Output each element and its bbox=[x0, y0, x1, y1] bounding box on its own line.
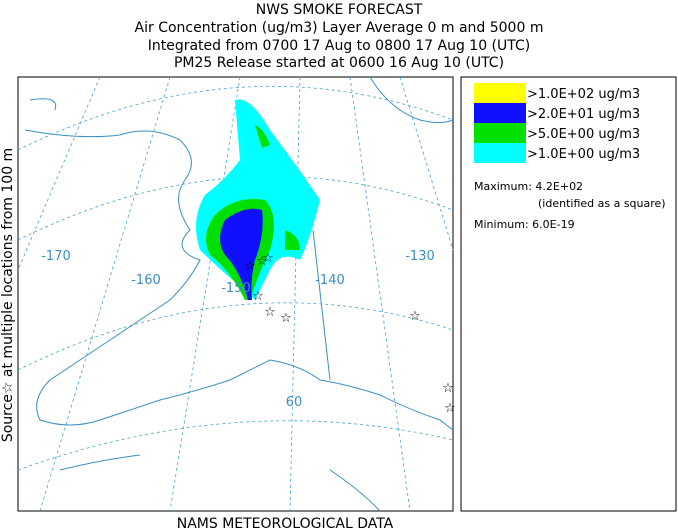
lat-label: 60 bbox=[286, 395, 303, 410]
svg-text:☆: ☆ bbox=[244, 259, 256, 274]
svg-text:☆: ☆ bbox=[256, 254, 268, 269]
source-markers: ☆ ☆☆ ☆☆ ☆ ☆☆☆ bbox=[244, 251, 456, 416]
lon-label: -140 bbox=[315, 273, 345, 288]
legend-swatch bbox=[474, 143, 526, 163]
legend-swatch bbox=[474, 103, 526, 123]
svg-text:☆: ☆ bbox=[264, 305, 276, 320]
map-frame bbox=[17, 76, 454, 512]
subtitle: Air Concentration (ug/m3) Layer Average … bbox=[135, 20, 544, 36]
minimum: Minimum: 6.0E-19 bbox=[474, 218, 575, 231]
subtitle: PM25 Release started at 0600 16 Aug 10 (… bbox=[174, 55, 504, 71]
lon-label: -150 bbox=[221, 281, 251, 296]
maximum: Maximum: 4.2E+02 bbox=[474, 180, 583, 193]
lon-label: -170 bbox=[41, 249, 71, 264]
svg-text:☆: ☆ bbox=[409, 309, 421, 324]
svg-text:☆: ☆ bbox=[444, 401, 456, 416]
legend-label: >5.0E+00 ug/m3 bbox=[527, 127, 640, 142]
map: ☆ ☆☆ ☆☆ ☆ ☆☆☆ -170 -160 -150 -140 -130 60 bbox=[17, 76, 456, 512]
svg-text:☆: ☆ bbox=[280, 311, 292, 326]
side-label: Source☆ at multiple locations from 100 m bbox=[0, 148, 16, 442]
legend: Maximum: 4.2E+02 (identified as a square… bbox=[460, 76, 677, 512]
legend-swatch bbox=[474, 83, 526, 103]
coastline bbox=[24, 76, 454, 512]
title: NWS SMOKE FORECAST bbox=[256, 2, 423, 18]
legend-swatch bbox=[474, 123, 526, 143]
lon-label: -160 bbox=[131, 273, 161, 288]
legend-label: >2.0E+01 ug/m3 bbox=[527, 107, 640, 122]
svg-text:☆: ☆ bbox=[442, 381, 454, 396]
smoke-plume bbox=[196, 99, 320, 300]
maximum-note: (identified as a square) bbox=[538, 197, 666, 210]
subtitle: Integrated from 0700 17 Aug to 0800 17 A… bbox=[148, 38, 531, 54]
lon-label: -130 bbox=[405, 249, 435, 264]
footer: NAMS METEOROLOGICAL DATA bbox=[177, 516, 394, 532]
legend-label: >1.0E+00 ug/m3 bbox=[527, 147, 640, 162]
legend-label: >1.0E+02 ug/m3 bbox=[527, 87, 640, 102]
svg-text:☆: ☆ bbox=[262, 251, 274, 266]
svg-text:☆: ☆ bbox=[252, 289, 264, 304]
